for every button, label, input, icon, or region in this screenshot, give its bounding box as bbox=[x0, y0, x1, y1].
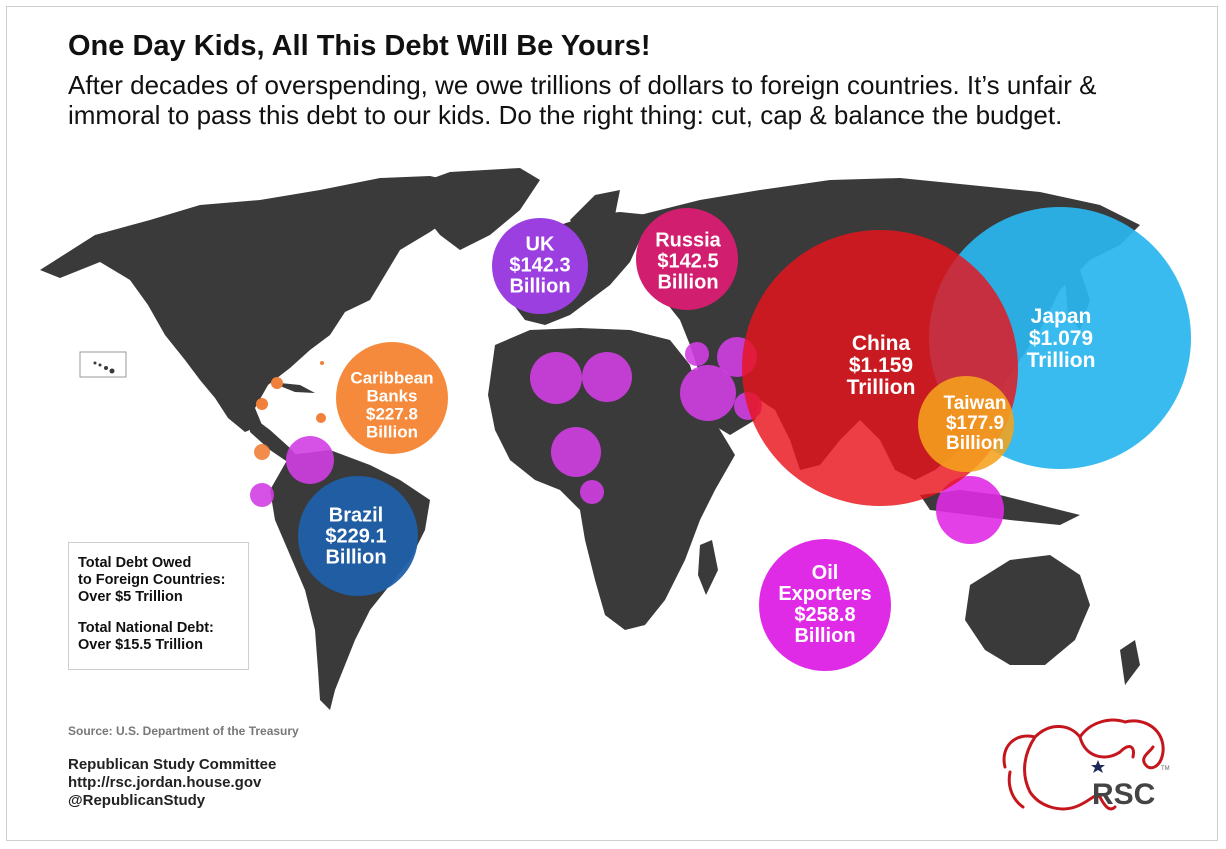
bubble-taiwan bbox=[918, 376, 1014, 472]
foreign-debt-label-1: Total Debt Owed bbox=[78, 555, 192, 571]
small-bubble-caribbean bbox=[320, 361, 324, 365]
small-bubble-oil bbox=[250, 483, 274, 507]
small-bubble-oil bbox=[582, 352, 632, 402]
national-debt-value: Over $15.5 Trillion bbox=[78, 637, 203, 653]
scandinavia bbox=[570, 190, 620, 245]
small-bubble-caribbean bbox=[256, 398, 268, 410]
australia bbox=[965, 555, 1090, 665]
logo-tm: TM bbox=[1161, 766, 1170, 772]
small-bubble-oil bbox=[685, 342, 709, 366]
small-bubble-oil bbox=[680, 365, 736, 421]
hawaii-inset-box bbox=[79, 351, 127, 378]
bubble-russia bbox=[636, 208, 738, 310]
hawaii-islands bbox=[93, 361, 115, 374]
bubble-label-taiwan: Taiwan $177.9 Billion bbox=[943, 393, 1007, 454]
bubble-label-china: China $1.159 Trillion bbox=[846, 331, 916, 400]
bubble-label-brazil: Brazil $229.1 Billion bbox=[325, 504, 387, 569]
small-bubble-caribbean bbox=[316, 413, 326, 423]
bubble-oil-exporters bbox=[759, 539, 891, 671]
bubble-caribbean bbox=[336, 342, 448, 454]
bubble-uk bbox=[492, 218, 588, 314]
africa bbox=[488, 328, 735, 630]
page-title: One Day Kids, All This Debt Will Be Your… bbox=[68, 30, 651, 62]
rsc-elephant-icon bbox=[1002, 718, 1165, 811]
greenland bbox=[400, 168, 540, 250]
logo-text: RSC bbox=[1092, 778, 1156, 811]
small-bubble-caribbean bbox=[254, 444, 270, 460]
small-bubble-oil bbox=[530, 352, 582, 404]
bubble-label-japan: Japan $1.079 Trillion bbox=[1026, 304, 1096, 373]
credit-url: http://rsc.jordan.house.gov bbox=[68, 774, 262, 791]
totals-box: Total Debt Owed to Foreign Countries: Ov… bbox=[68, 542, 249, 670]
bubble-label-caribbean: Caribbean Banks $227.8 Billion bbox=[350, 368, 434, 441]
credit-block: Republican Study Committee http://rsc.jo… bbox=[68, 756, 276, 810]
bubble-label-oil-exporters: Oil Exporters $258.8 Billion bbox=[778, 562, 872, 647]
main-bubbles bbox=[298, 207, 1191, 671]
credit-handle: @RepublicanStudy bbox=[68, 792, 206, 809]
foreign-debt-label-2: to Foreign Countries: bbox=[78, 572, 226, 588]
national-debt-label: Total National Debt: bbox=[78, 620, 214, 636]
madagascar bbox=[698, 540, 718, 595]
north-america bbox=[40, 176, 470, 432]
foreign-debt-value: Over $5 Trillion bbox=[78, 589, 183, 605]
bubble-label-russia: Russia $142.5 Billion bbox=[655, 229, 721, 294]
small-bubble-oil bbox=[580, 480, 604, 504]
new-zealand bbox=[1120, 640, 1140, 685]
bubble-brazil bbox=[298, 476, 418, 596]
star-icon bbox=[1091, 760, 1105, 773]
page-subtitle: After decades of overspending, we owe tr… bbox=[68, 70, 1097, 130]
rsc-logo: RSC TM bbox=[995, 712, 1175, 822]
small-bubble-oil bbox=[286, 436, 334, 484]
small-bubble-caribbean bbox=[271, 377, 283, 389]
small-bubble-oil bbox=[551, 427, 601, 477]
small-bubble-oil bbox=[936, 476, 1004, 544]
source-note: Source: U.S. Department of the Treasury bbox=[68, 724, 299, 738]
bubble-label-uk: UK $142.3 Billion bbox=[509, 233, 571, 298]
image-frame bbox=[6, 6, 1218, 841]
credit-org: Republican Study Committee bbox=[68, 756, 277, 773]
